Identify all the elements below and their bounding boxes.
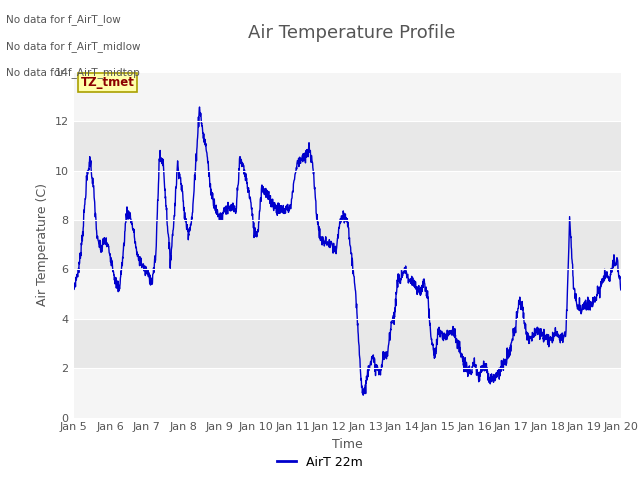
Bar bbox=[74, 319, 621, 368]
Text: Air Temperature Profile: Air Temperature Profile bbox=[248, 24, 456, 42]
Bar bbox=[74, 72, 621, 121]
X-axis label: Time: Time bbox=[332, 438, 363, 451]
Text: No data for f_AirT_midtop: No data for f_AirT_midtop bbox=[6, 67, 140, 78]
Y-axis label: Air Temperature (C): Air Temperature (C) bbox=[36, 183, 49, 306]
Legend: AirT 22m: AirT 22m bbox=[272, 451, 368, 474]
Bar bbox=[74, 368, 621, 418]
Text: TZ_tmet: TZ_tmet bbox=[81, 76, 134, 89]
Text: No data for f_AirT_low: No data for f_AirT_low bbox=[6, 14, 121, 25]
Bar bbox=[74, 269, 621, 319]
Text: No data for f_AirT_midlow: No data for f_AirT_midlow bbox=[6, 41, 141, 52]
Bar bbox=[74, 220, 621, 269]
Bar bbox=[74, 121, 621, 171]
Bar bbox=[74, 171, 621, 220]
